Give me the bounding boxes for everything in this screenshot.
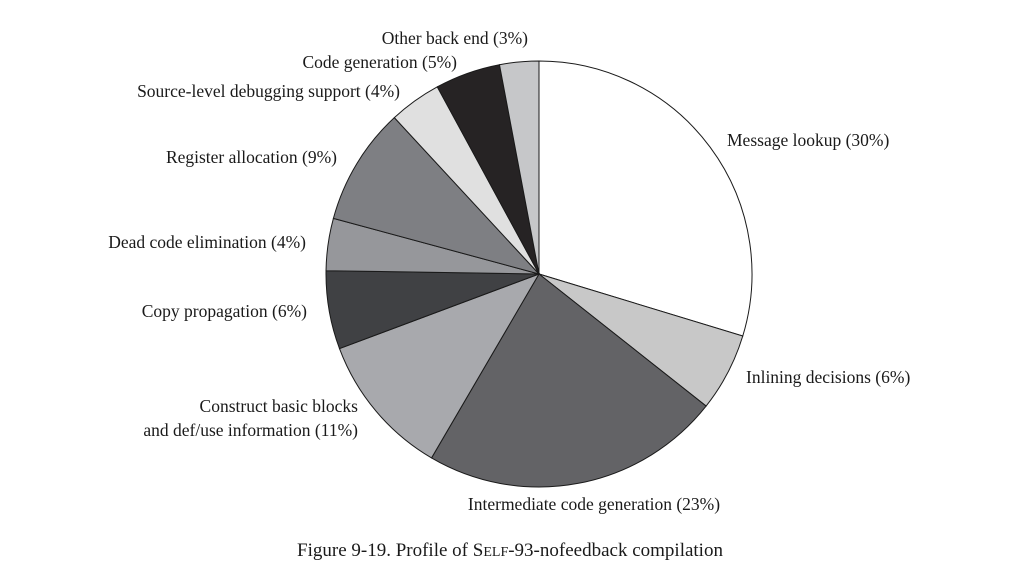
pie-slice-1	[538, 60, 753, 337]
figure-caption: Figure 9-19. Profile of SELF-93-nofeedba…	[297, 540, 723, 561]
slice-label-6: Dead code elimination (4%)	[108, 232, 306, 252]
pie-slices	[325, 60, 753, 488]
caption-suffix: -93-nofeedback compilation	[508, 540, 723, 561]
pie-slice-4	[338, 273, 541, 459]
pie-slice-7	[332, 116, 541, 275]
caption-name-initial: S	[473, 540, 484, 561]
pie-slice-10	[498, 60, 540, 275]
caption-name-smallcaps: ELF	[483, 545, 508, 560]
slice-labels: Message lookup (30%) Inlining decisions (…	[108, 28, 910, 514]
slice-label-10: Other back end (3%)	[382, 28, 528, 48]
slice-label-3: Intermediate code generation (23%)	[468, 494, 720, 514]
slice-label-8: Source-level debugging support (4%)	[137, 81, 400, 101]
slice-label-4: Construct basic blocks and def/use inform…	[143, 396, 358, 440]
slice-label-9: Code generation (5%)	[302, 52, 457, 72]
slice-label-7: Register allocation (9%)	[166, 147, 337, 167]
caption-prefix: Figure 9-19. Profile of	[297, 540, 473, 561]
slice-label-1: Message lookup (30%)	[727, 130, 890, 150]
pie-slice-3	[430, 273, 707, 488]
slice-label-2: Inlining decisions (6%)	[746, 367, 910, 387]
slice-label-5: Copy propagation (6%)	[142, 301, 307, 321]
